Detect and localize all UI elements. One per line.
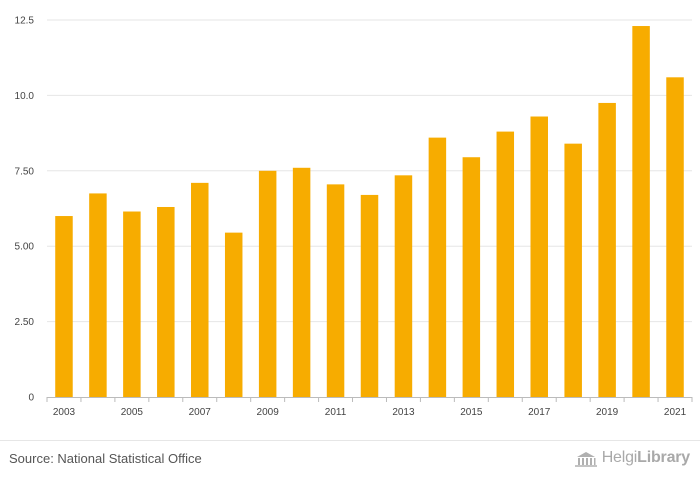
bar-2003[interactable] <box>55 216 73 397</box>
y-tick-label: 7.50 <box>15 166 35 177</box>
brand-name: HelgiLibrary <box>601 449 691 467</box>
x-tick-label: 2015 <box>460 407 483 418</box>
library-building-icon <box>574 452 597 467</box>
grid-lines <box>47 19 692 323</box>
helgi-library-logo[interactable]: HelgiLibrary <box>574 449 690 467</box>
bar-2019[interactable] <box>598 102 616 397</box>
bar-2013[interactable] <box>394 175 413 397</box>
bar-2015[interactable] <box>462 157 481 397</box>
bar-2008[interactable] <box>224 232 243 397</box>
x-tick-label: 2003 <box>53 407 76 418</box>
bar-2006[interactable] <box>157 206 175 397</box>
bar-2016[interactable] <box>496 131 515 398</box>
y-tick-label: 12.5 <box>15 16 35 27</box>
bar-2009[interactable] <box>258 170 277 397</box>
brand-name-bold: Library <box>637 449 690 466</box>
y-tick-label: 2.50 <box>15 317 35 328</box>
x-tick-label: 2011 <box>325 407 347 418</box>
bar-2014[interactable] <box>428 137 447 397</box>
x-tick-label: 2013 <box>392 407 415 418</box>
source-note: Source: National Statistical Office <box>9 451 202 466</box>
brand-name-light: Helgi <box>601 449 638 466</box>
x-axis: 2003 2005 2007 2009 2011 2013 2015 2017 2019 2021 <box>46 397 693 418</box>
y-axis: 0 2.50 5.00 7.50 10.0 12.5 <box>15 16 35 404</box>
bar-2011[interactable] <box>326 184 345 397</box>
x-tick-label: 2009 <box>257 407 280 418</box>
bar-2012[interactable] <box>360 194 379 397</box>
bar-2020[interactable] <box>632 26 650 397</box>
footer-divider <box>0 440 700 441</box>
bar-series <box>55 26 684 398</box>
x-tick-label: 2017 <box>528 407 551 418</box>
bar-2004[interactable] <box>89 193 107 397</box>
bar-2007[interactable] <box>191 182 209 397</box>
bar-2017[interactable] <box>530 116 548 398</box>
bar-2005[interactable] <box>123 211 141 397</box>
x-tick-label: 2005 <box>121 407 144 418</box>
x-tick-label: 2007 <box>189 407 212 418</box>
y-tick-label: 5.00 <box>15 242 35 253</box>
bar-2018[interactable] <box>564 143 582 397</box>
y-tick-label: 10.0 <box>15 91 35 102</box>
bar-2021[interactable] <box>666 77 684 397</box>
x-tick-label: 2019 <box>596 407 619 418</box>
y-tick-label: 0 <box>28 393 34 404</box>
x-tick-label: 2021 <box>664 407 687 418</box>
bar-2010[interactable] <box>292 167 311 397</box>
